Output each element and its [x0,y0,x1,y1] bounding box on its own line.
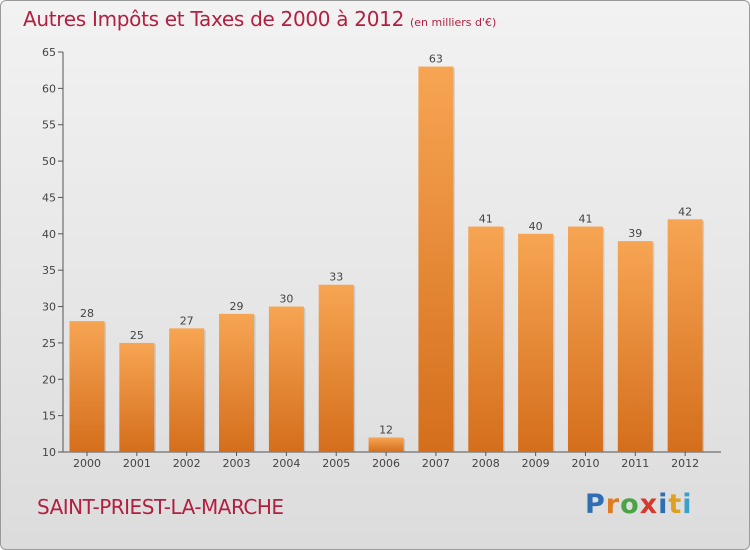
y-tick-label: 55 [42,119,56,132]
bar-2002 [169,328,205,452]
logo-letter: x [639,489,659,520]
bar-2010 [567,226,603,452]
logo-letter: r [605,489,621,520]
bars [69,66,705,452]
value-label-2012: 42 [678,205,692,218]
value-label-2009: 40 [529,220,543,233]
x-tick-label-2003: 2003 [223,457,251,470]
y-tick-label: 65 [42,46,56,59]
y-tick-label: 40 [42,228,56,241]
value-label-2010: 41 [578,213,592,226]
bar-2000 [69,321,105,452]
y-tick-label: 30 [42,301,56,314]
bar-2004 [268,306,304,452]
x-tick-label-2011: 2011 [621,457,649,470]
value-label-2001: 25 [130,329,144,342]
logo-letter: o [620,489,640,520]
y-tick-label: 35 [42,264,56,277]
y-tick-label: 20 [42,373,56,386]
x-tick-label-2004: 2004 [272,457,300,470]
x-tick-label-2000: 2000 [73,457,101,470]
bar-2006 [368,437,404,452]
axes: 10 15 20 25 30 35 40 45 50 55 60 65 [42,46,721,459]
value-label-2011: 39 [628,227,642,240]
y-tick-label: 60 [42,82,56,95]
x-tick-label-2007: 2007 [422,457,450,470]
x-tick-label-2006: 2006 [372,457,400,470]
bar-2005 [318,284,354,452]
y-tick-label: 25 [42,337,56,350]
x-tick-label-2005: 2005 [322,457,350,470]
x-tick-label-2008: 2008 [472,457,500,470]
value-label-2002: 27 [180,314,194,327]
value-label-2000: 28 [80,307,94,320]
value-label-2003: 29 [230,300,244,313]
bar-2012 [667,219,703,452]
y-tick-label: 50 [42,155,56,168]
value-label-2007: 63 [429,53,443,66]
commune-name: SAINT-PRIEST-LA-MARCHE [37,495,284,519]
value-label-2004: 30 [279,293,293,306]
x-tick-label-2009: 2009 [522,457,550,470]
x-tick-label-2012: 2012 [671,457,699,470]
value-label-2005: 33 [329,271,343,284]
logo-letter: i [658,489,669,520]
x-tick-label-2001: 2001 [123,457,151,470]
chart-unit: (en milliers d'€) [410,16,497,29]
value-label-2008: 41 [479,213,493,226]
y-tick-label: 15 [42,410,56,423]
y-tick-label: 10 [42,446,56,459]
bar-2009 [518,233,554,452]
chart-title: Autres Impôts et Taxes de 2000 à 2012 [23,7,404,31]
value-label-2006: 12 [379,423,393,436]
bar-2003 [219,313,255,452]
labels: 28 2000 25 2001 27 2002 29 2003 30 2004 33 2005 12 20… [73,53,699,470]
bar-2011 [617,241,653,452]
x-tick-label-2002: 2002 [173,457,201,470]
x-tick-label-2010: 2010 [571,457,599,470]
bar-2007 [418,66,454,452]
logo-letter: i [682,489,693,520]
logo-letter: t [668,489,683,520]
bar-2001 [119,342,155,452]
bar-2008 [468,226,504,452]
logo-letter: P [585,489,606,520]
y-tick-label: 45 [42,191,56,204]
proxiti-logo: Proxiti [585,489,693,520]
chart-title-block: Autres Impôts et Taxes de 2000 à 2012 (en… [23,7,496,31]
